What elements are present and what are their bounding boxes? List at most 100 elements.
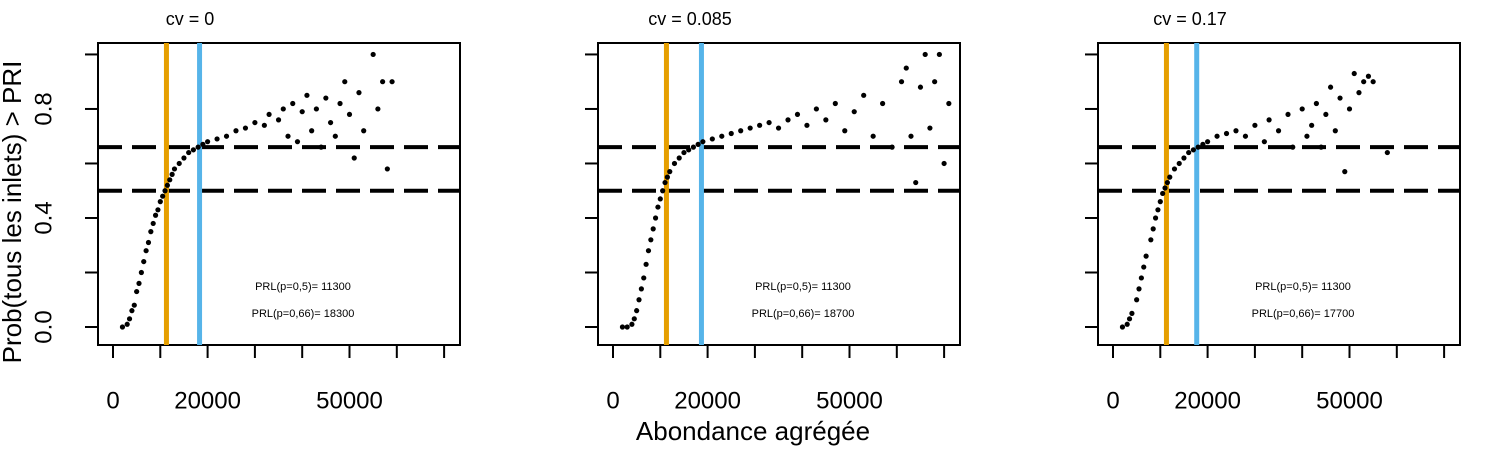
point [134,288,140,295]
panel-title: cv = 0.085 [648,9,732,29]
point [1204,139,1211,145]
point [946,100,952,107]
point [1233,128,1239,134]
point [290,100,296,107]
point [1136,286,1142,292]
point [294,139,301,145]
point [380,79,386,85]
point [1190,147,1197,153]
point [1266,117,1272,123]
x-tick-label: 0 [606,387,619,414]
point [728,130,734,137]
point [181,155,187,161]
point [655,204,661,210]
y-tick-label: 0.4 [30,201,57,234]
x-tick-label: 50000 [316,387,383,414]
plot-frame [597,42,961,346]
point [342,79,348,85]
point [1285,111,1291,118]
point [898,79,905,85]
point [1141,264,1147,270]
point [686,147,692,153]
point [690,144,697,150]
point [309,128,315,134]
point [1148,237,1154,243]
point [275,117,282,123]
point [252,119,258,126]
point [155,207,161,213]
point [157,199,163,205]
point [332,133,338,139]
point [327,119,334,126]
point [1361,79,1367,85]
point [119,324,126,330]
point [214,136,220,142]
point [794,111,801,118]
point [1134,297,1140,303]
point [143,248,149,254]
point [1365,73,1372,79]
point [129,308,135,314]
point [124,321,130,327]
point [660,188,666,194]
point [169,171,175,177]
point [785,117,791,123]
point [1299,106,1305,112]
point [138,269,144,276]
point [150,220,156,227]
point [384,166,390,172]
point [652,215,659,221]
point [1195,144,1201,150]
point [337,100,343,107]
point [1290,144,1296,150]
point [813,106,819,112]
point [662,179,668,186]
point [1200,141,1206,147]
point [1356,90,1362,96]
point [195,144,201,150]
x-tick-label: 20000 [1174,387,1241,414]
annotation: PRL(p=0,66)= 18700 [752,308,855,320]
point [1126,316,1133,322]
plot-frame [1097,42,1461,346]
point [186,149,192,156]
point [775,125,782,131]
point [1157,199,1163,205]
point [223,133,230,139]
point [145,239,152,246]
point [1176,160,1182,167]
point [389,79,395,85]
x-tick-label: 0 [106,387,119,414]
point [318,144,324,150]
point [285,133,291,139]
point [629,321,635,327]
x-axis-label: Abondance agrégée [636,416,870,446]
point [695,141,701,147]
point [804,122,810,128]
point [375,106,381,112]
point [1186,149,1192,156]
point [851,109,857,115]
point [176,160,182,167]
y-tick-label: 0.0 [30,310,57,343]
point [823,117,829,123]
point [1332,128,1338,134]
point [634,308,640,314]
point [1351,70,1357,77]
point [1327,84,1334,90]
point [171,166,178,172]
point [650,226,656,232]
point [1138,275,1144,281]
point [641,275,647,281]
point [932,79,938,85]
point [323,95,329,101]
point [913,179,919,186]
point [141,258,147,265]
point [1223,130,1230,137]
point [1309,122,1315,128]
point [757,122,763,128]
point [624,324,630,330]
plot-frame [97,42,461,346]
point [1124,321,1130,327]
